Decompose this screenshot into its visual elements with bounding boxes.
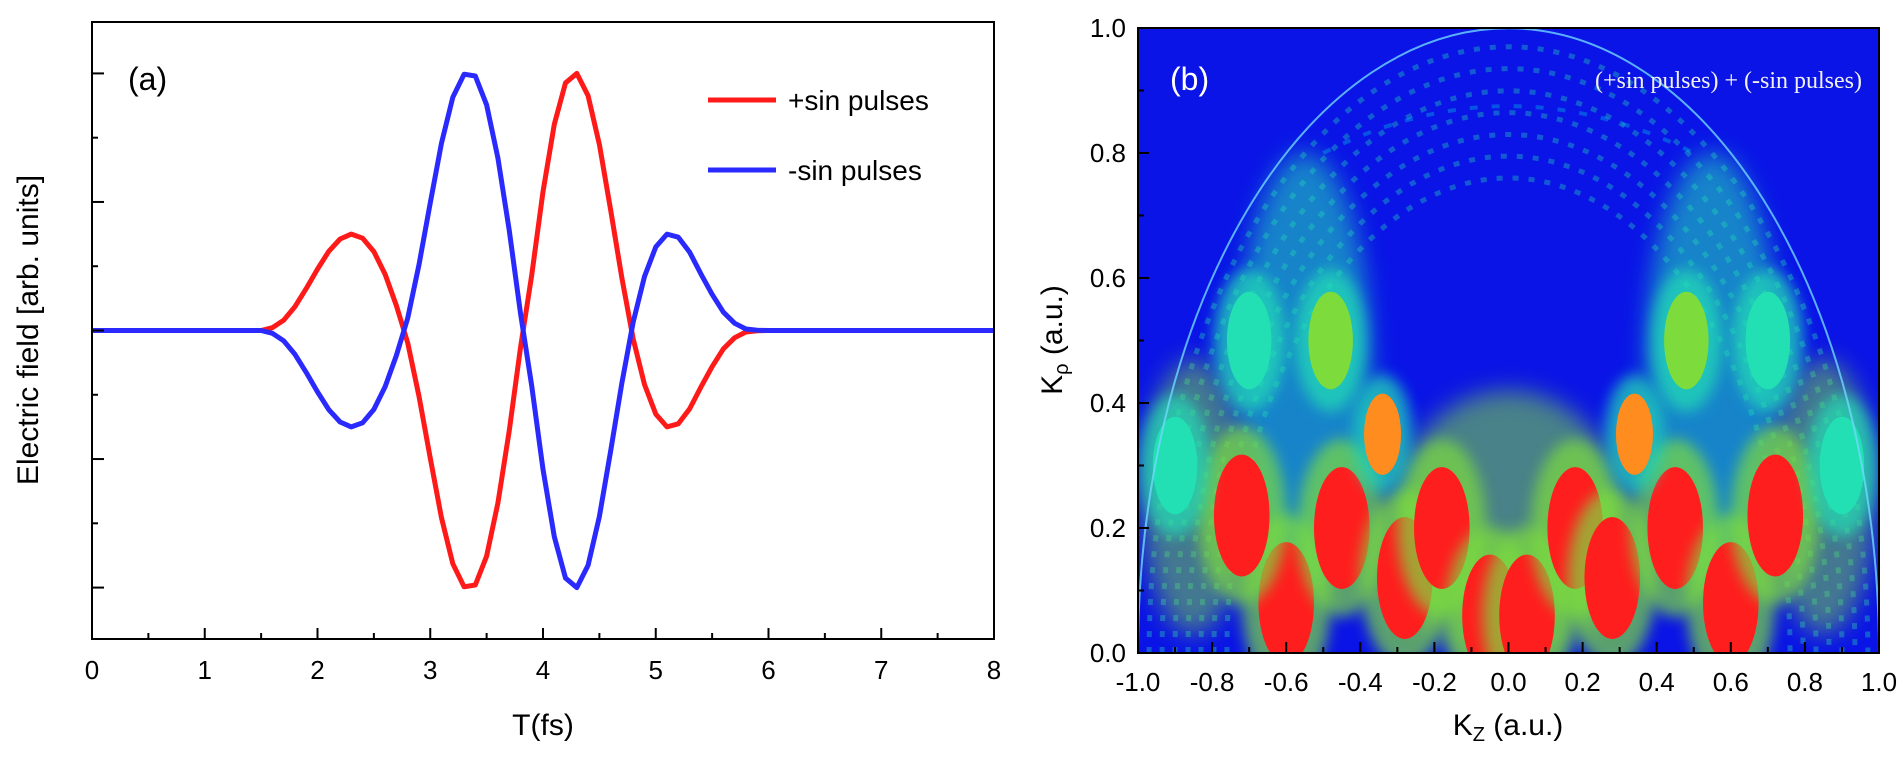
b-x-tick-label: -0.2 [1412,667,1457,697]
b-lobe-core [1414,467,1470,589]
b-x-axis-title-sub: Z [1473,724,1485,746]
b-lobe-core [1647,467,1704,589]
b-annotation: (+sin pulses) + (-sin pulses) [1595,68,1862,94]
panel-b-heatmap: -1.0 -0.8 -0.6 -0.4 -0.2 0.0 0.2 0.4 0.6 0.8 1.0 0.… [1036,13,1897,746]
a-x-axis-title: T(fs) [512,709,574,742]
b-x-tick-label: 0.6 [1713,667,1749,697]
a-x-tick-label: 5 [649,655,663,685]
a-ticks: 0 1 2 3 4 5 6 7 8 [85,72,1001,685]
a-x-tick-label: 3 [423,655,437,685]
a-legend: +sin pulses -sin pulses [708,85,929,186]
b-top-fringe [1322,104,1695,155]
b-fringe-band [1198,131,1819,653]
b-y-tick-label: 0.2 [1090,513,1126,543]
b-x-tick-label: -0.8 [1190,667,1235,697]
b-lobe-core [1308,291,1353,390]
b-lobe-core [1364,393,1402,475]
b-ticks: -1.0 -0.8 -0.6 -0.4 -0.2 0.0 0.2 0.4 0.6 0.8 1.0 0.… [1090,13,1897,697]
b-y-tick-label: 0.0 [1090,638,1126,668]
b-x-axis-title-unit: (a.u.) [1485,709,1563,742]
b-y-axis-title: Kρ (a.u.) [1036,285,1073,395]
b-heatmap-lobes [1139,269,1878,653]
b-x-tick-label: 0.2 [1565,667,1601,697]
a-x-tick-label: 0 [85,655,99,685]
b-lobe-core [1664,291,1709,390]
b-lobe-core [1747,454,1804,577]
b-y-axis-title-main: K [1036,375,1069,395]
a-x-tick-label: 4 [536,655,550,685]
panel-a-line-chart: 0 1 2 3 4 5 6 7 8 (a) +sin pulses -sin pulses T(… [12,21,1001,742]
a-curves [92,70,994,591]
b-lobe-core [1745,291,1791,390]
b-x-tick-label: -0.6 [1264,667,1309,697]
b-x-axis-title-main: K [1453,709,1473,742]
b-y-tick-label: 0.8 [1090,138,1126,168]
b-y-axis-title-unit: (a.u.) [1036,285,1069,363]
b-x-axis-title: KZ (a.u.) [1453,709,1564,746]
b-x-tick-label: 0.0 [1490,667,1526,697]
b-panel-label: (b) [1170,61,1209,97]
b-x-tick-label: 0.4 [1639,667,1675,697]
b-lobe-core [1313,467,1370,589]
b-x-tick-label: -1.0 [1116,667,1161,697]
a-x-tick-label: 8 [987,655,1001,685]
a-y-axis-title: Electric field [arb. units] [12,175,45,485]
b-lobe-core [1152,416,1198,515]
b-y-tick-label: 1.0 [1090,13,1126,43]
b-y-tick-label: 0.6 [1090,263,1126,293]
b-lobe-core [1226,291,1272,390]
b-x-tick-label: 0.8 [1787,667,1823,697]
a-series-line-plus-sin [92,70,994,590]
a-legend-label-minus-sin: -sin pulses [788,155,922,186]
a-x-tick-label: 6 [761,655,775,685]
b-lobe-core [1213,454,1270,577]
a-panel-label: (a) [128,61,167,97]
a-legend-label-plus-sin: +sin pulses [788,85,929,116]
b-y-axis-title-sub: ρ [1051,363,1073,374]
a-x-tick-label: 2 [310,655,324,685]
b-x-tick-label: 1.0 [1861,667,1897,697]
b-lobe-core [1615,393,1653,475]
b-y-tick-label: 0.4 [1090,388,1126,418]
a-x-tick-label: 7 [874,655,888,685]
b-lobe-core [1584,517,1641,639]
a-x-tick-label: 1 [198,655,212,685]
b-lobe-core [1819,416,1865,515]
b-fringe-band [1146,44,1871,653]
b-x-tick-label: -0.4 [1338,667,1383,697]
a-series-line-minus-sin [92,71,994,591]
